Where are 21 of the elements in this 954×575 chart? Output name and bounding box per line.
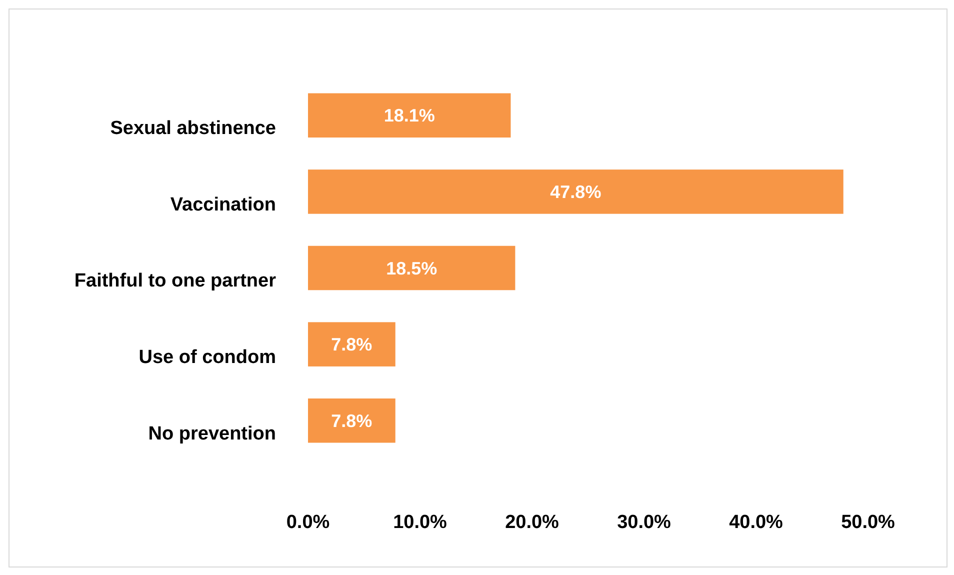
x-tick-label: 30.0% — [617, 512, 672, 533]
y-tick-label: Vaccination — [170, 194, 276, 216]
x-tick-label: 20.0% — [505, 512, 560, 533]
y-tick-label: Sexual abstinence — [110, 118, 276, 140]
x-tick-label: 0.0% — [286, 512, 330, 533]
data-label: 7.8% — [331, 334, 372, 355]
data-label: 47.8% — [550, 182, 602, 202]
bar — [308, 93, 511, 138]
data-label: 18.5% — [386, 258, 438, 278]
data-label: 18.1% — [384, 106, 435, 126]
y-tick-label: Use of condom — [138, 346, 276, 368]
bar — [308, 398, 396, 443]
y-tick-label: No prevention — [148, 423, 276, 444]
x-tick-label: 50.0% — [841, 512, 896, 533]
data-label: 7.8% — [331, 410, 372, 431]
bar — [308, 322, 396, 366]
x-tick-label: 10.0% — [393, 512, 448, 533]
bar — [308, 170, 844, 214]
x-tick-label: 40.0% — [729, 512, 784, 533]
bar — [308, 246, 516, 290]
y-tick-label: Faithful to one partner — [74, 270, 277, 292]
